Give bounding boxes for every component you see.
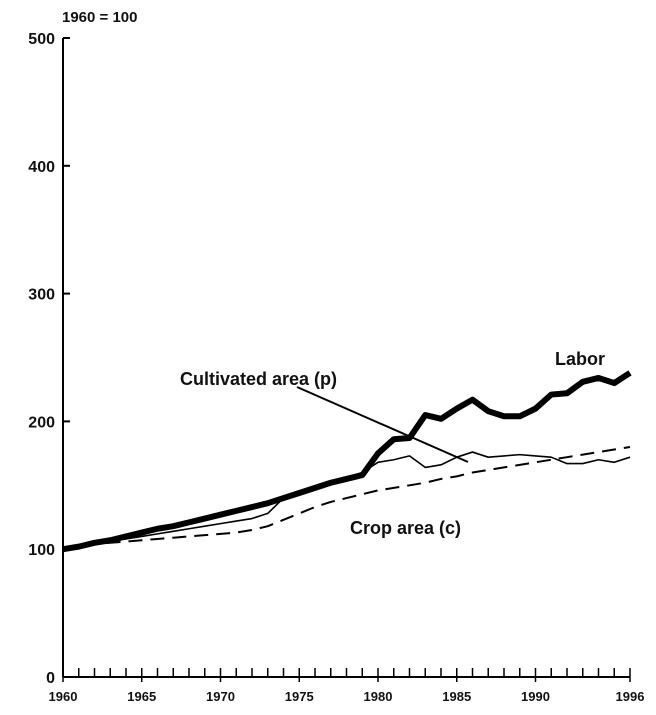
y-tick-label: 300 (28, 287, 55, 304)
line-series (62, 445, 631, 551)
leader-line (296, 386, 469, 463)
y-tick-label: 500 (28, 31, 55, 48)
series-label: Cultivated area (p) (180, 369, 337, 389)
series-label: Crop area (c) (350, 518, 461, 538)
x-tick-label: 1980 (364, 689, 393, 704)
x-tick-label: 1965 (127, 689, 156, 704)
x-tick-label: 1960 (49, 689, 78, 704)
line-series (62, 451, 631, 550)
y-tick-label: 0 (46, 670, 55, 687)
x-tick-label: 1975 (285, 689, 314, 704)
x-tick-label: 1985 (442, 689, 471, 704)
series-label: Labor (555, 349, 605, 369)
x-tick-label: 1990 (521, 689, 550, 704)
line-series (62, 370, 632, 553)
y-tick-label: 100 (28, 542, 55, 559)
x-tick-label: 1996 (616, 689, 645, 704)
x-tick-label: 1970 (206, 689, 235, 704)
y-tick-label: 200 (28, 414, 55, 431)
y-axis-unit: 1960 = 100 (62, 9, 138, 26)
y-tick-label: 400 (28, 159, 55, 176)
